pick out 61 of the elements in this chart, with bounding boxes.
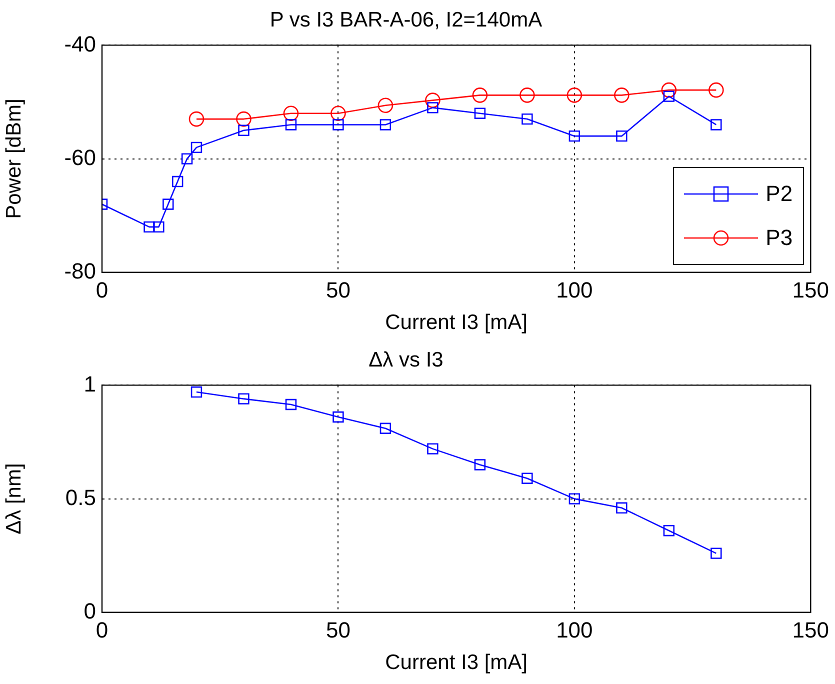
y-tick-label: -40 xyxy=(64,31,96,56)
legend-label: P2 xyxy=(766,181,793,208)
y-tick-label: 0.5 xyxy=(65,484,96,510)
point xyxy=(181,153,193,164)
point xyxy=(474,459,486,470)
point xyxy=(616,130,628,142)
x-tick-label: 100 xyxy=(556,618,593,643)
point xyxy=(285,119,297,130)
point xyxy=(188,111,204,127)
x-tick-label: 150 xyxy=(792,278,830,303)
x-tick-label: 150 xyxy=(792,618,830,643)
point xyxy=(190,142,202,154)
point xyxy=(190,386,202,398)
point xyxy=(568,493,580,504)
point xyxy=(522,113,533,125)
point xyxy=(162,198,174,210)
point xyxy=(568,130,580,142)
point xyxy=(474,108,486,119)
point xyxy=(380,119,392,130)
y-tick-label: -60 xyxy=(64,144,96,170)
point xyxy=(380,422,392,434)
y-axis-title: Power [dBm] xyxy=(2,98,26,219)
point xyxy=(427,443,438,454)
x-tick-label: 100 xyxy=(556,278,593,303)
point xyxy=(472,88,488,103)
point xyxy=(238,393,250,404)
chart-title: Δλ vs I3 xyxy=(368,348,444,372)
point xyxy=(285,398,297,410)
point xyxy=(332,119,344,130)
point xyxy=(663,90,675,102)
point xyxy=(378,98,394,114)
point xyxy=(144,221,155,233)
point xyxy=(614,88,630,103)
point xyxy=(427,102,438,114)
point xyxy=(283,106,299,122)
legend-label: P3 xyxy=(766,225,793,252)
x-tick-label: 50 xyxy=(326,618,350,643)
point xyxy=(172,176,184,188)
y-axis-title: Δλ [nm] xyxy=(2,463,26,534)
point xyxy=(710,548,722,559)
point xyxy=(522,472,533,484)
point xyxy=(708,82,724,98)
y-tick-label: -80 xyxy=(64,258,96,284)
x-tick-label: 50 xyxy=(326,278,350,303)
x-axis-title: Current I3 [mA] xyxy=(385,311,528,334)
point xyxy=(710,119,722,130)
point xyxy=(153,221,164,233)
x-axis-title: Current I3 [mA] xyxy=(385,651,528,674)
point xyxy=(566,88,582,103)
point xyxy=(236,111,252,127)
point xyxy=(330,106,346,122)
point xyxy=(425,92,440,108)
point xyxy=(616,502,628,514)
point xyxy=(332,411,344,423)
point xyxy=(663,525,675,536)
point xyxy=(661,82,677,98)
point xyxy=(238,124,250,136)
chart-title: P vs I3 BAR-A-06, I2=140mA xyxy=(270,8,542,32)
y-tick-label: 0 xyxy=(84,598,96,624)
point xyxy=(520,88,535,103)
y-tick-label: 1 xyxy=(84,371,96,396)
